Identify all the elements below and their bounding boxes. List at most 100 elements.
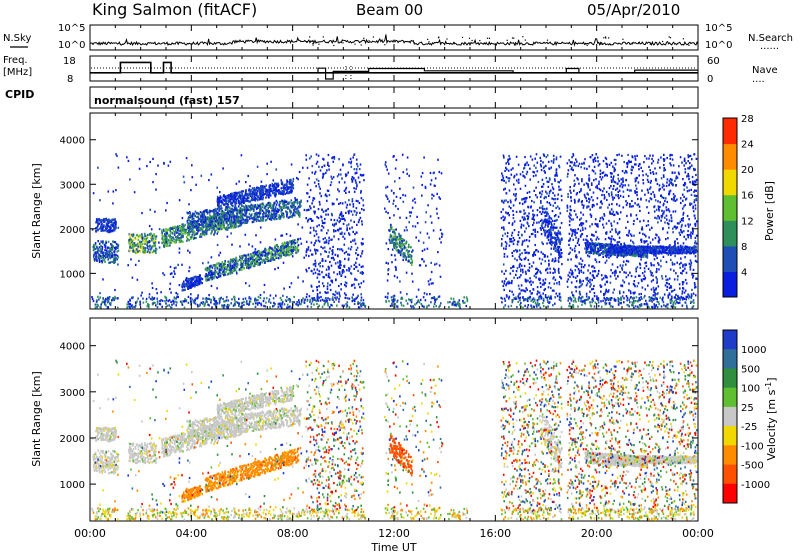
- power-echo: [288, 249, 290, 252]
- power-echo: [311, 171, 314, 174]
- power-echo: [258, 219, 260, 222]
- power-echo: [227, 264, 229, 267]
- power-echo: [231, 210, 234, 213]
- power-echo: [241, 264, 243, 267]
- power-echo: [326, 285, 329, 288]
- power-echo: [225, 270, 227, 273]
- power-echo: [196, 283, 198, 286]
- power-echo: [327, 153, 330, 157]
- power-echo: [589, 247, 592, 250]
- power-echo: [555, 233, 557, 236]
- power-echo: [113, 259, 115, 262]
- power-echo: [167, 244, 169, 248]
- power-echo: [249, 195, 252, 198]
- power-echo: [239, 209, 242, 212]
- power-echo: [355, 187, 357, 190]
- power-echo: [107, 250, 109, 254]
- power-echo: [95, 218, 98, 221]
- power-echo: [190, 220, 193, 223]
- power-echo: [247, 205, 249, 208]
- power-echo: [660, 251, 663, 254]
- power-echo: [668, 245, 670, 248]
- power-echo: [553, 222, 556, 226]
- power-echo: [146, 247, 148, 250]
- power-echo: [312, 263, 315, 266]
- power-echo: [610, 250, 613, 253]
- power-echo: [360, 190, 362, 193]
- power-echo: [389, 241, 391, 245]
- power-echo: [218, 200, 221, 203]
- power-echo: [228, 197, 230, 200]
- power-echo: [95, 254, 97, 257]
- power-echo: [226, 219, 229, 222]
- power-echo: [145, 237, 148, 240]
- power-echo: [271, 185, 273, 188]
- power-echo: [615, 246, 618, 249]
- power-echo: [271, 254, 273, 257]
- power-echo: [343, 189, 346, 192]
- power-echo: [305, 209, 308, 212]
- power-echo: [348, 233, 351, 236]
- power-echo: [597, 242, 600, 245]
- power-echo: [292, 177, 295, 180]
- freq-ytick-bottom: 8: [67, 74, 73, 85]
- power-echo: [596, 252, 598, 255]
- power-echo: [319, 203, 321, 206]
- power-echo: [100, 228, 103, 231]
- power-echo: [289, 208, 291, 211]
- power-echo: [240, 190, 243, 194]
- power-echo: [542, 220, 544, 223]
- power-echo: [224, 265, 226, 268]
- power-echo: [361, 271, 363, 274]
- power-echo: [102, 218, 105, 221]
- power-echo: [284, 251, 287, 254]
- power-echo: [296, 208, 298, 211]
- power-echo: [344, 283, 346, 287]
- power-echo: [627, 246, 630, 249]
- power-echo: [232, 257, 234, 261]
- power-echo: [255, 220, 258, 223]
- power-echo: [232, 195, 234, 198]
- power-echo: [353, 263, 356, 266]
- power-echo: [191, 223, 194, 226]
- power-echo: [311, 253, 314, 256]
- power-echo: [269, 194, 272, 197]
- power-echo: [343, 270, 345, 273]
- power-echo: [229, 210, 231, 213]
- power-echo: [255, 215, 257, 218]
- power-echo: [133, 242, 136, 245]
- power-echo: [551, 236, 554, 239]
- power-echo: [680, 248, 683, 251]
- power-echo: [214, 223, 217, 226]
- power-echo: [268, 191, 271, 194]
- power-echo: [550, 221, 553, 224]
- power-echo: [204, 219, 207, 222]
- power-echo: [279, 249, 282, 252]
- power-echo: [152, 237, 154, 240]
- power-echo: [235, 222, 238, 225]
- power-echo: [267, 217, 269, 220]
- power-echo: [264, 190, 267, 193]
- power-echo: [93, 245, 96, 248]
- power-echo: [128, 239, 131, 242]
- power-echo: [554, 231, 556, 234]
- power-echo: [330, 218, 332, 221]
- power-echo: [652, 249, 655, 252]
- power-echo: [410, 263, 413, 266]
- power-echo: [317, 299, 319, 302]
- power-echo: [241, 216, 244, 219]
- power-echo: [327, 255, 330, 258]
- power-echo: [206, 227, 208, 231]
- power-echo: [334, 262, 337, 265]
- power-echo: [208, 269, 210, 272]
- power-echo: [233, 226, 235, 229]
- power-echo: [114, 218, 116, 221]
- power-echo: [189, 224, 191, 227]
- power-echo: [237, 259, 240, 262]
- power-echo: [214, 228, 216, 231]
- power-echo: [251, 194, 254, 197]
- power-echo: [541, 226, 544, 229]
- power-echo: [553, 226, 555, 229]
- power-echo: [178, 225, 181, 228]
- power-echo: [164, 240, 166, 243]
